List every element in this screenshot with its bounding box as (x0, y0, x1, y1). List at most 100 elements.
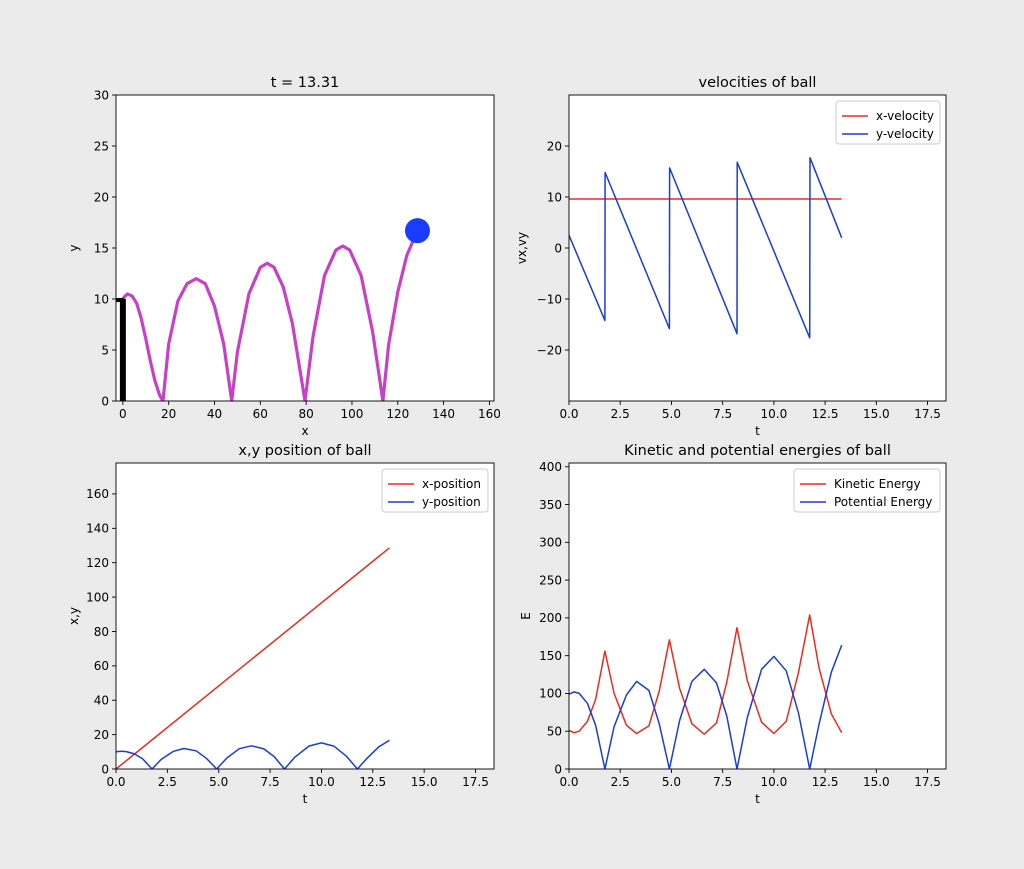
velocities-legend: x-velocity y-velocity (835, 100, 941, 145)
velocities-xtick-label: 5.0 (662, 407, 681, 421)
trajectory-plot-area (116, 95, 494, 401)
trajectory-ytick-label: 15 (94, 241, 109, 255)
velocities-ytick-label: 10 (547, 190, 562, 204)
trajectory-xtick-label: 0 (119, 407, 127, 421)
trajectory-title: t = 13.31 (271, 75, 340, 91)
positions-axes: 0.0 2.5 5.0 7.5 10.0 12.5 15.0 17.5 0 20 40 60 80 100… (86, 487, 489, 789)
velocities-xtick-label: 10.0 (761, 407, 788, 421)
energies-xtick-label: 2.5 (611, 775, 630, 789)
positions-ytick-label: 160 (86, 487, 109, 501)
trajectory-ytick-label: 25 (94, 139, 109, 153)
energies-ytick-label: 150 (539, 649, 562, 663)
velocities-xtick-label: 2.5 (611, 407, 630, 421)
energies-ytick-label: 350 (539, 498, 562, 512)
trajectory-xtick-label: 40 (207, 407, 222, 421)
energies-plot-area (569, 463, 946, 769)
velocities-chart: 0.0 2.5 5.0 7.5 10.0 12.5 15.0 17.5−20−1001020 … (515, 75, 947, 438)
energies-legend: Kinetic Energy Potential Energy (793, 468, 941, 513)
positions-xtick-label: 0.0 (106, 775, 125, 789)
velocities-ytick-label: 20 (547, 139, 562, 153)
trajectory-series-path (121, 230, 419, 401)
velocities-ytick-label: 0 (554, 241, 562, 255)
positions-xtick-label: 17.5 (462, 775, 489, 789)
velocities-xtick-label: 0.0 (559, 407, 578, 421)
velocities-axes: 0.0 2.5 5.0 7.5 10.0 12.5 15.0 17.5 −20 −10 0 10 20 (537, 139, 941, 421)
positions-legend-label: y-position (422, 495, 481, 509)
energies-title: Kinetic and potential energies of ball (624, 443, 891, 459)
energies-chart: 0.0 2.5 5.0 7.5 10.0 12.5 15.0 17.5 0 50 100 150 200… (519, 443, 947, 806)
trajectory-axes: 0 20 40 60 80 100 120 140 160 0 5 10 15 20 25 30 (94, 88, 501, 421)
trajectory-ytick-label: 10 (94, 292, 109, 306)
positions-series-y-position (116, 739, 390, 769)
energies-legend-label: Potential Energy (834, 495, 932, 509)
trajectory-xtick-label: 80 (299, 407, 314, 421)
positions-ytick-label: 140 (86, 522, 109, 536)
trajectory-xtick-label: 120 (386, 407, 409, 421)
energies-xtick-label: 10.0 (761, 775, 788, 789)
positions-title: x,y position of ball (238, 443, 371, 459)
positions-frame (115, 462, 495, 770)
velocities-xtick-label: 12.5 (812, 407, 839, 421)
positions-xtick-label: 10.0 (308, 775, 335, 789)
platform-bar (119, 299, 126, 401)
trajectory-xtick-label: 60 (253, 407, 268, 421)
energies-ytick-label: 0 (554, 762, 562, 776)
energies-legend-label: Kinetic Energy (834, 477, 921, 491)
positions-legend: x-position y-position (381, 468, 489, 513)
positions-ylabel: x,y (67, 607, 81, 625)
velocities-legend-label: x-velocity (876, 109, 934, 123)
trajectory-ytick-label: 0 (101, 394, 109, 408)
energies-ytick-label: 300 (539, 536, 562, 550)
energies-series-kinetic-energy (569, 614, 843, 735)
energies-legend-box (793, 468, 941, 513)
energies-xtick-label: 7.5 (713, 775, 732, 789)
positions-xtick-label: 5.0 (209, 775, 228, 789)
energies-ylabel: E (519, 612, 533, 620)
ball-marker (404, 218, 430, 244)
energies-ytick-label: 250 (539, 573, 562, 587)
positions-chart: 0.0 2.5 5.0 7.5 10.0 12.5 15.0 17.5 0 20 40 60 80 100… (67, 443, 495, 806)
positions-ytick-label: 80 (94, 625, 109, 639)
energies-axes: 0.0 2.5 5.0 7.5 10.0 12.5 15.0 17.5 0 50 100 150 200… (539, 460, 941, 789)
positions-ytick-label: 20 (94, 728, 109, 742)
energies-ytick-label: 50 (547, 725, 562, 739)
positions-series-x-position (116, 547, 390, 769)
trajectory-xtick-label: 140 (432, 407, 455, 421)
energies-frame (568, 462, 947, 770)
trajectory-xlabel: x (301, 424, 308, 438)
velocities-ylabel: vx,vy (515, 232, 529, 264)
energies-xtick-label: 15.0 (863, 775, 890, 789)
positions-xtick-label: 12.5 (359, 775, 386, 789)
velocities-xtick-label: 17.5 (914, 407, 941, 421)
velocities-xlabel: t (755, 424, 760, 438)
velocities-legend-label: y-velocity (876, 127, 934, 141)
trajectory-xtick-label: 100 (341, 407, 364, 421)
positions-legend-label: x-position (422, 477, 481, 491)
energies-series-potential-energy (569, 644, 843, 769)
velocities-xtick-label: 7.5 (713, 407, 732, 421)
energies-ytick-label: 200 (539, 611, 562, 625)
positions-xlabel: t (303, 792, 308, 806)
velocities-title: velocities of ball (699, 75, 817, 91)
positions-ytick-label: 0 (101, 762, 109, 776)
energies-ytick-label: 400 (539, 460, 562, 474)
positions-ytick-label: 60 (94, 659, 109, 673)
positions-ytick-label: 40 (94, 694, 109, 708)
energies-marks (569, 614, 843, 769)
positions-xtick-label: 7.5 (261, 775, 280, 789)
positions-ytick-label: 100 (86, 590, 109, 604)
trajectory-xtick-label: 160 (478, 407, 501, 421)
velocities-marks (569, 156, 843, 339)
trajectory-ylabel: y (67, 244, 81, 251)
energies-xtick-label: 0.0 (559, 775, 578, 789)
trajectory-marks (116, 230, 419, 401)
energies-xtick-label: 12.5 (812, 775, 839, 789)
velocities-xtick-label: 15.0 (863, 407, 890, 421)
trajectory-ytick-label: 20 (94, 190, 109, 204)
trajectory-ytick-label: 30 (94, 88, 109, 102)
energies-xlabel: t (755, 792, 760, 806)
trajectory-ytick-label: 5 (101, 343, 109, 357)
velocities-plot-area (569, 95, 946, 401)
velocities-series-y-velocity (569, 156, 843, 339)
